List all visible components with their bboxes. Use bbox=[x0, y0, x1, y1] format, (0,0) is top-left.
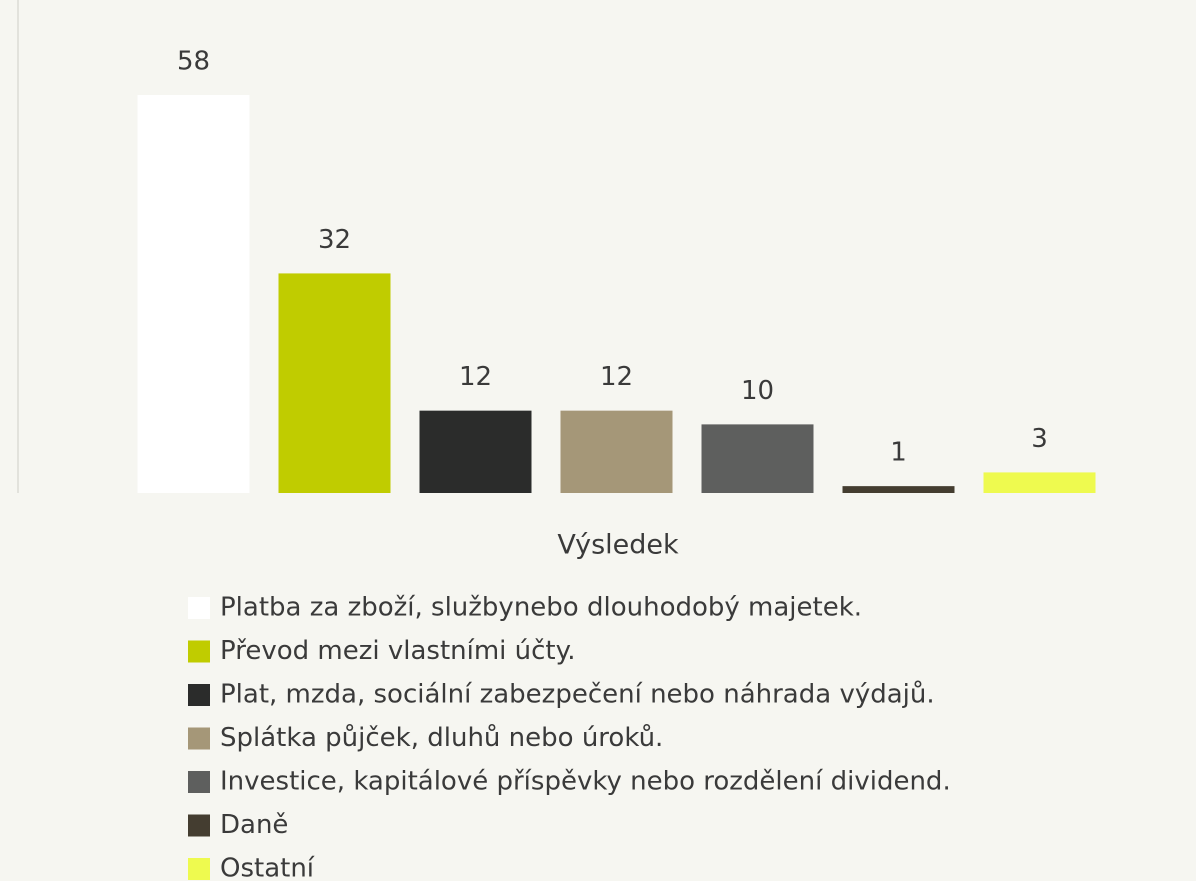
bar bbox=[560, 410, 673, 493]
bar bbox=[137, 95, 250, 493]
legend-label: Převod mezi vlastními účty. bbox=[220, 636, 576, 666]
value-label: 58 bbox=[177, 47, 210, 77]
legend-swatch bbox=[188, 858, 210, 880]
bar bbox=[419, 410, 532, 493]
value-label: 12 bbox=[459, 362, 492, 392]
bar bbox=[701, 424, 814, 493]
legend-swatch bbox=[188, 640, 210, 663]
x-axis-label: Výsledek bbox=[557, 530, 679, 561]
legend-swatch bbox=[188, 597, 210, 619]
value-label: 12 bbox=[600, 362, 633, 392]
legend-label: Ostatní bbox=[220, 854, 315, 881]
legend-label: Platba za zboží, službynebo dlouhodobý m… bbox=[220, 593, 862, 623]
legend-swatch bbox=[188, 771, 210, 793]
bar bbox=[983, 472, 1096, 493]
legend-label: Splátka půjček, dluhů nebo úroků. bbox=[220, 723, 663, 753]
legend-label: Plat, mzda, sociální zabezpečení nebo ná… bbox=[220, 680, 935, 710]
legend-label: Daně bbox=[220, 810, 288, 840]
bar bbox=[278, 273, 391, 493]
legend-swatch bbox=[188, 814, 210, 837]
legend-swatch bbox=[188, 727, 210, 750]
bar bbox=[842, 486, 955, 493]
legend-label: Investice, kapitálové příspěvky nebo roz… bbox=[220, 767, 951, 797]
legend-swatch bbox=[188, 684, 210, 706]
value-label: 10 bbox=[741, 376, 774, 406]
value-label: 1 bbox=[890, 438, 907, 468]
value-label: 32 bbox=[318, 225, 351, 255]
value-label: 3 bbox=[1031, 424, 1048, 454]
